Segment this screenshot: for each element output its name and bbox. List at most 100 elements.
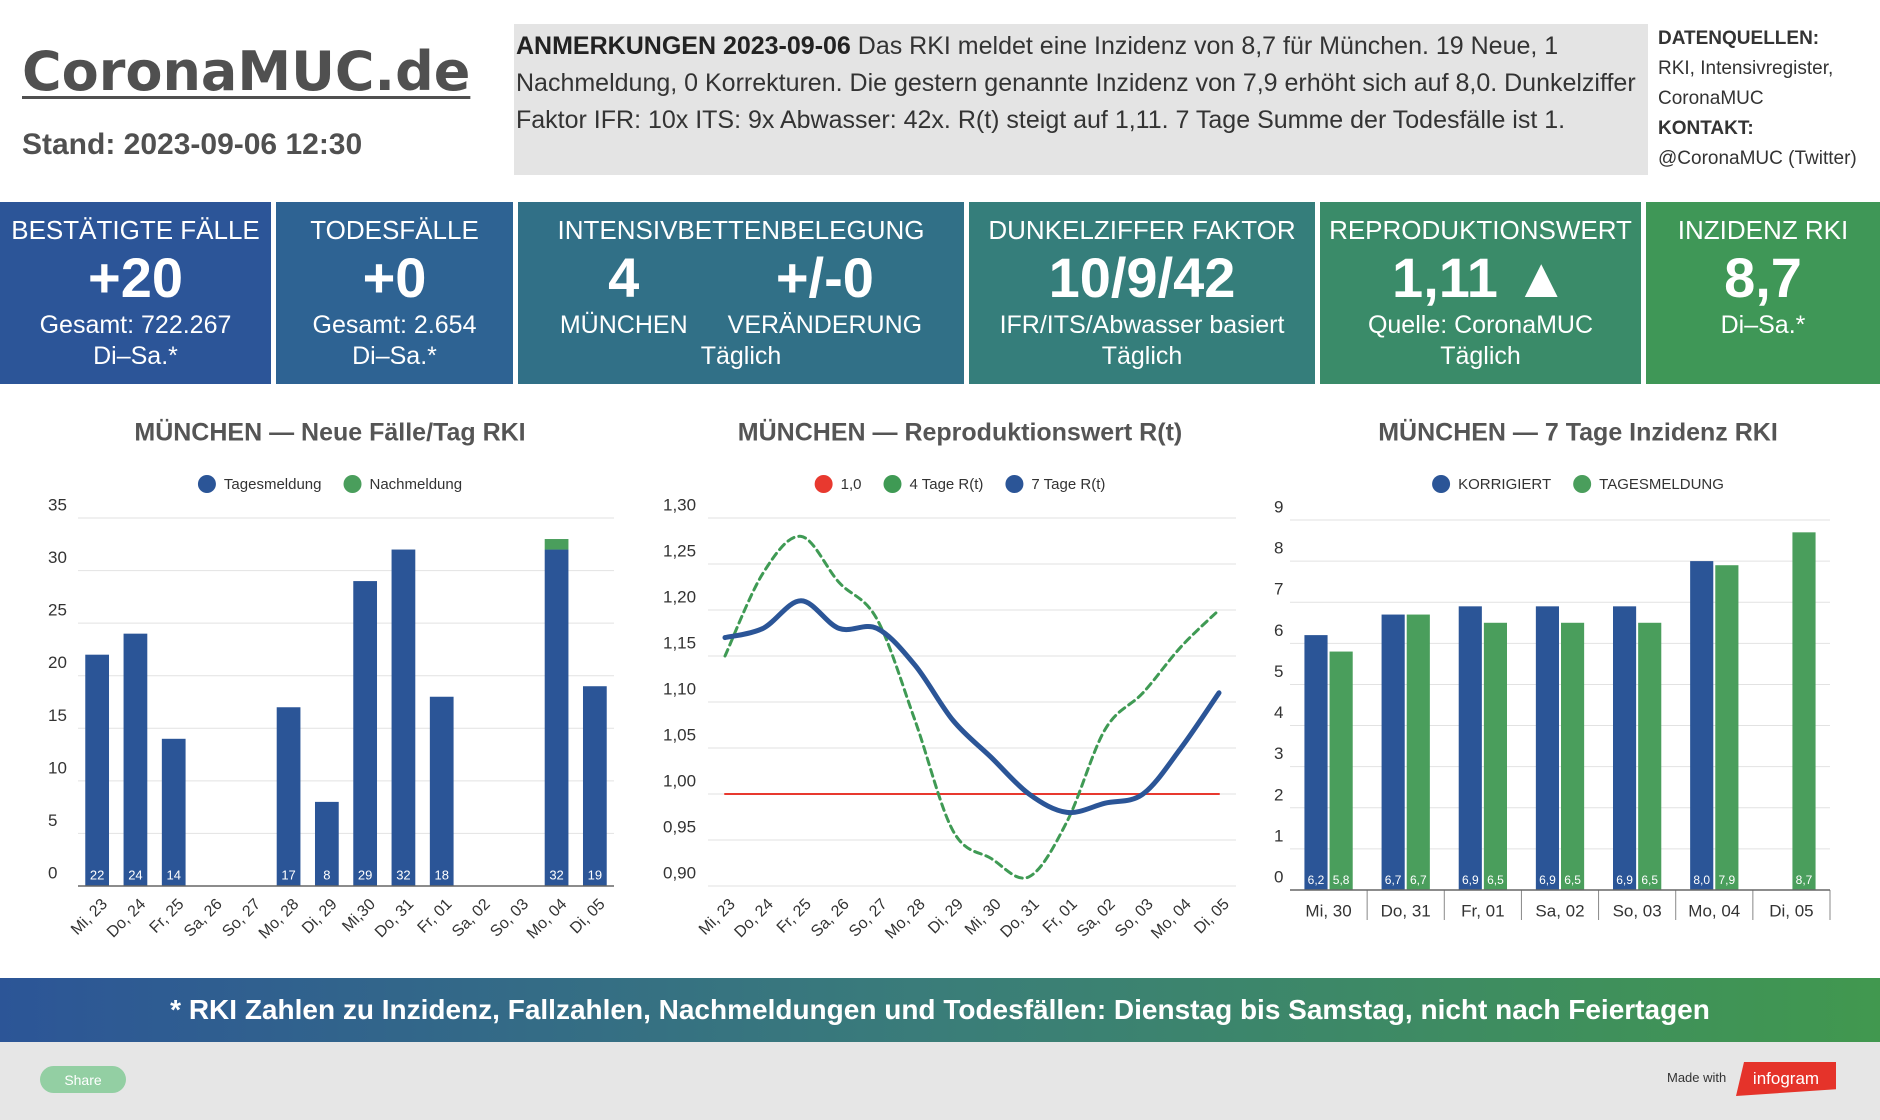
x-tick-label: Di, 05 [1191, 896, 1233, 938]
bar [1483, 622, 1507, 890]
kpi-tile: DUNKELZIFFER FAKTOR 10/9/42 IFR/ITS/Abwass… [969, 202, 1315, 384]
y-tick-label: 4 [1274, 703, 1283, 722]
kpi-value: 8,7 [1724, 246, 1802, 309]
footer-note: * RKI Zahlen zu Inzidenz, Fallzahlen, Na… [0, 978, 1880, 1042]
legend-label: 1,0 [841, 476, 862, 493]
kpi-value: +0 [362, 246, 427, 309]
kpi-line: Täglich [1440, 342, 1521, 370]
bar [161, 738, 186, 886]
site-title[interactable]: CoronaMUC.de [22, 40, 471, 103]
bar [1715, 565, 1739, 890]
kpi-line: Täglich [1101, 342, 1183, 370]
kpi-figure: +/-0 VERÄNDERUNG [728, 246, 922, 341]
sources: DATENQUELLEN: RKI, Intensivregister, Cor… [1658, 24, 1880, 174]
bar-label: 32 [549, 867, 563, 882]
bar [544, 549, 569, 886]
x-tick-label: Do, 31 [1381, 901, 1431, 920]
legend: 1,0 4 Tage R(t) 7 Tage R(t) [814, 475, 1105, 493]
y-tick-label: 1,20 [663, 587, 696, 606]
kpi-line: IFR/ITS/Abwasser basiert [999, 311, 1285, 339]
x-tick-label: Do, 31 [372, 896, 417, 941]
bar-label: 5,8 [1333, 873, 1350, 887]
bar-label: 6,7 [1385, 873, 1402, 887]
x-tick-label: Fr, 25 [774, 896, 815, 937]
x-tick-label: Fr, 01 [415, 896, 456, 937]
x-tick-label: Di, 05 [567, 896, 609, 938]
y-tick-label: 9 [1274, 497, 1283, 516]
legend-marker [343, 475, 362, 493]
legend-label: Tagesmeldung [224, 476, 322, 493]
x-tick-label: Sa, 02 [1535, 901, 1584, 920]
bar-label: 29 [358, 867, 372, 882]
x-tick-label: Mo, 28 [256, 896, 303, 943]
kpi-title: TODESFÄLLE [310, 215, 479, 245]
contact-label: KONTAKT: [1658, 118, 1754, 139]
y-tick-label: 30 [48, 548, 67, 567]
y-tick-label: 0,90 [663, 863, 696, 882]
y-tick-label: 35 [48, 495, 67, 514]
bar-label: 7,9 [1719, 873, 1736, 887]
kpi-value: +20 [88, 246, 183, 309]
y-tick-label: 1,10 [663, 679, 696, 698]
line [723, 534, 1221, 880]
y-tick-label: 1,25 [663, 541, 696, 560]
chart-title: MÜNCHEN — Reproduktionswert R(t) [738, 418, 1182, 447]
bar-label: 6,5 [1564, 873, 1581, 887]
bar [1458, 606, 1482, 890]
sources-text: RKI, Intensivregister, CoronaMUC [1658, 58, 1834, 109]
x-tick-label: Di, 05 [1769, 901, 1813, 920]
bar [314, 801, 339, 886]
notes-title: ANMERKUNGEN 2023-09-06 [516, 32, 851, 60]
y-tick-label: 8 [1274, 539, 1283, 558]
y-tick-label: 15 [48, 706, 67, 725]
x-tick-label: Fr, 01 [1040, 896, 1081, 937]
legend-label: KORRIGIERT [1458, 476, 1551, 493]
bar-label: 14 [166, 867, 180, 882]
x-tick-label: So, 27 [219, 896, 264, 941]
chart-title: MÜNCHEN — Neue Fälle/Tag RKI [134, 418, 525, 447]
x-tick-label: So, 03 [1613, 901, 1662, 920]
x-tick-label: Mi, 30 [1305, 901, 1351, 920]
x-tick-label: Mi, 30 [962, 896, 1005, 939]
kpi-tile: INZIDENZ RKI 8,7 Di–Sa.* [1646, 202, 1880, 384]
x-tick-label: So, 03 [1112, 896, 1157, 941]
bar [544, 539, 569, 550]
kpi-tile: TODESFÄLLE +0 Gesamt: 2.654 Di–Sa.* [276, 202, 513, 384]
y-tick-label: 5 [48, 811, 57, 830]
x-tick-label: Mo, 04 [524, 896, 571, 943]
kpi-tile: INTENSIVBETTENBELEGUNG 4 MÜNCHEN +/-0 VERÄND… [518, 202, 964, 384]
y-tick-label: 20 [48, 653, 67, 672]
bar [1690, 561, 1714, 890]
kpi-tile: REPRODUKTIONSWERT 1,11 ▲ Quelle: CoronaMUC… [1320, 202, 1641, 384]
bar-label: 18 [434, 867, 448, 882]
x-tick-label: Di, 29 [299, 896, 341, 938]
sources-label: DATENQUELLEN: [1658, 28, 1820, 49]
bar-label: 32 [396, 867, 410, 882]
bar [582, 686, 607, 886]
bar-label: 8,7 [1796, 873, 1813, 887]
kpi-line: Quelle: CoronaMUC [1367, 311, 1594, 339]
kpi-title: INTENSIVBETTENBELEGUNG [557, 215, 925, 245]
bar [391, 549, 416, 886]
bar [1792, 532, 1816, 890]
y-tick-label: 1,15 [663, 633, 696, 652]
y-tick-label: 1 [1274, 826, 1283, 845]
bar [1613, 606, 1637, 890]
y-tick-label: 0 [1274, 867, 1283, 886]
x-tick-label: Sa, 02 [449, 896, 494, 941]
y-tick-label: 7 [1274, 580, 1283, 599]
y-tick-label: 2 [1274, 785, 1283, 804]
share-button[interactable]: Share [40, 1066, 126, 1093]
bottom-bar: Share Made with infogram [0, 1042, 1880, 1120]
bar-label: 6,9 [1616, 873, 1633, 887]
legend-label: 7 Tage R(t) [1031, 476, 1105, 493]
bar [1561, 622, 1585, 890]
brand-logo[interactable]: infogram [1736, 1062, 1836, 1096]
x-tick-label: Fr, 25 [147, 896, 188, 937]
bar [123, 633, 148, 886]
bar-label: 8,0 [1693, 873, 1710, 887]
kpi-line: Gesamt: 2.654 [312, 311, 477, 339]
y-tick-label: 3 [1274, 744, 1283, 763]
legend: Tagesmeldung Nachmeldung [197, 475, 462, 493]
bar-label: 8 [323, 867, 330, 882]
